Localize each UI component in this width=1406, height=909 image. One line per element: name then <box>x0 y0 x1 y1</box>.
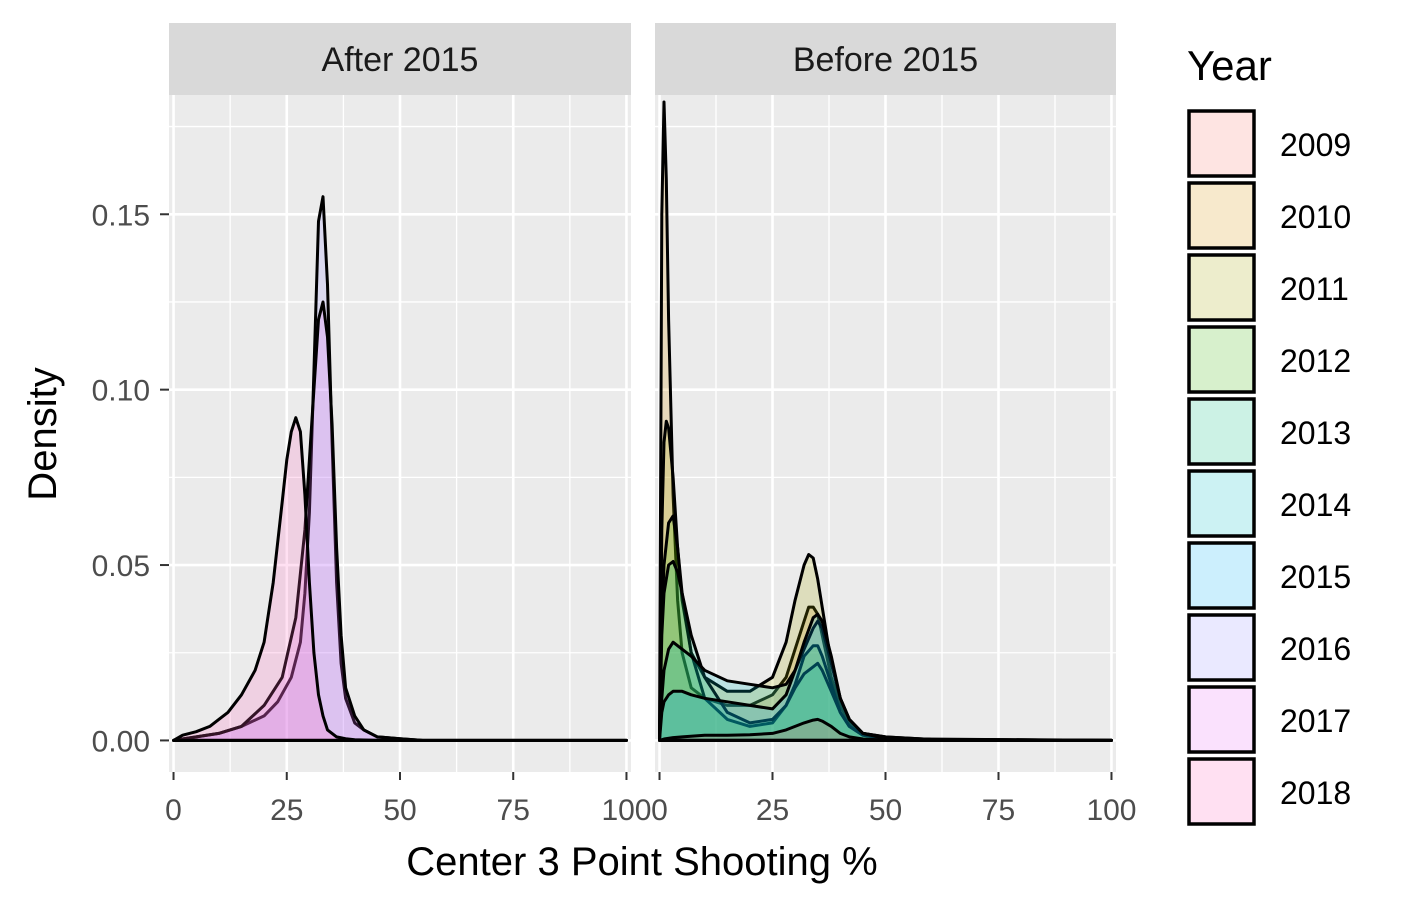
facet-panels: After 2015 0 25 50 75 100 Before 2015 0 25 50 75 10… <box>165 23 1137 827</box>
legend-label: 2013 <box>1280 415 1351 451</box>
y-tick-label: 0.05 <box>92 550 150 583</box>
legend-item-2018: 2018 <box>1187 757 1351 826</box>
legend-label: 2014 <box>1280 487 1351 523</box>
legend-key <box>1187 253 1256 322</box>
legend-title: Year <box>1187 42 1272 89</box>
grid-lines <box>169 95 631 772</box>
x-axis-title: Center 3 Point Shooting % <box>406 840 877 884</box>
legend: Year 2009 2010 2011 2012 2013 2014 2015 2016 201… <box>1187 42 1351 826</box>
x-tick-label: 0 <box>165 794 182 827</box>
y-tick-label: 0.00 <box>92 725 150 758</box>
legend-item-2017: 2017 <box>1187 685 1351 754</box>
facet-strip-label: After 2015 <box>322 41 479 79</box>
facet-strip-label: Before 2015 <box>793 41 978 79</box>
x-tick-label: 25 <box>270 794 303 827</box>
legend-label: 2016 <box>1280 631 1351 667</box>
x-tick-label: 100 <box>1086 794 1136 827</box>
density-curve-2013 <box>658 560 1113 742</box>
legend-label: 2015 <box>1280 559 1351 595</box>
legend-key <box>1187 181 1256 250</box>
grid-lines <box>655 95 1116 772</box>
legend-key <box>1187 469 1256 538</box>
legend-key <box>1187 109 1256 178</box>
legend-item-2014: 2014 <box>1187 469 1351 538</box>
density-curve-2017 <box>172 300 628 742</box>
legend-item-2015: 2015 <box>1187 541 1351 610</box>
x-axis-1: 0 25 50 75 100 <box>651 772 1137 827</box>
y-tick-label: 0.10 <box>92 375 150 408</box>
legend-label: 2011 <box>1280 271 1349 307</box>
legend-key <box>1187 541 1256 610</box>
y-tick-label: 0.15 <box>92 199 150 232</box>
legend-key <box>1187 757 1256 826</box>
legend-item-2011: 2011 <box>1187 253 1349 322</box>
legend-label: 2010 <box>1280 199 1351 235</box>
legend-key <box>1187 613 1256 682</box>
legend-label: 2012 <box>1280 343 1351 379</box>
facet-panel-1: Before 2015 0 25 50 75 100 <box>651 23 1137 827</box>
facet-strip <box>655 23 1116 95</box>
facet-strip <box>169 23 631 95</box>
legend-item-2016: 2016 <box>1187 613 1351 682</box>
legend-item-2009: 2009 <box>1187 109 1351 178</box>
x-tick-label: 0 <box>651 794 668 827</box>
density-curve-2015 <box>658 612 1113 742</box>
legend-label: 2018 <box>1280 775 1351 811</box>
x-tick-label: 75 <box>497 794 530 827</box>
x-tick-label: 100 <box>601 794 651 827</box>
x-tick-label: 25 <box>756 794 789 827</box>
legend-label: 2009 <box>1280 127 1351 163</box>
x-axis-0: 0 25 50 75 100 <box>165 772 652 827</box>
legend-item-2010: 2010 <box>1187 181 1351 250</box>
facet-panel-0: After 2015 0 25 50 75 100 <box>165 23 652 827</box>
legend-key <box>1187 325 1256 394</box>
y-axis: 0.00 0.05 0.10 0.15 <box>92 199 169 758</box>
legend-key <box>1187 397 1256 466</box>
density-curve-2009 <box>658 717 1113 742</box>
x-tick-label: 50 <box>869 794 902 827</box>
x-tick-label: 75 <box>982 794 1015 827</box>
legend-key <box>1187 685 1256 754</box>
legend-item-2013: 2013 <box>1187 397 1351 466</box>
density-curve-2018 <box>172 416 628 742</box>
legend-label: 2017 <box>1280 703 1351 739</box>
y-axis-title: Density <box>21 367 65 500</box>
x-tick-label: 50 <box>383 794 416 827</box>
legend-item-2012: 2012 <box>1187 325 1351 394</box>
